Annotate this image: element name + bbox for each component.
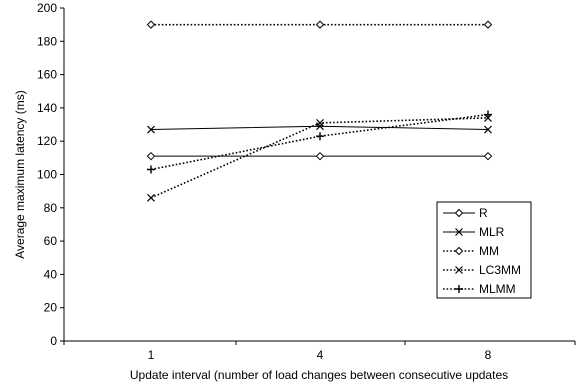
legend-label-r: R [479, 206, 488, 220]
x-tick-label: 8 [485, 348, 492, 362]
legend-box [436, 201, 532, 299]
x-tick-label: 1 [148, 348, 155, 362]
legend-marker-lc3mm [455, 266, 463, 274]
y-tick-label: 60 [44, 234, 58, 248]
data-point-mlmm [147, 165, 155, 174]
y-tick-label: 200 [37, 1, 57, 15]
y-tick-label: 20 [44, 301, 58, 315]
series-mm [146, 20, 493, 29]
y-tick-label: 140 [37, 101, 57, 115]
data-point-lc3mm [316, 118, 324, 127]
y-tick-label: 40 [44, 267, 58, 281]
series-mlr [147, 122, 492, 134]
y-axis-label: Average maximum latency (ms) [13, 90, 27, 259]
legend-marker-mm [454, 246, 464, 256]
legend-label-mlmm: MLMM [479, 282, 516, 296]
legend-label-mlr: MLR [479, 225, 505, 239]
x-tick-label: 4 [317, 348, 324, 362]
y-tick-label: 180 [37, 34, 57, 48]
data-point-mlr [316, 122, 324, 131]
data-point-r [483, 151, 493, 161]
data-point-r [315, 151, 325, 161]
data-point-mlr [147, 125, 155, 134]
legend-marker-mlr [455, 228, 463, 236]
y-tick-label: 120 [37, 134, 57, 148]
legend-marker-r [454, 208, 464, 218]
y-tick-label: 0 [50, 334, 57, 348]
data-point-r [146, 151, 156, 161]
series-group [146, 20, 493, 202]
data-point-mm [146, 20, 156, 29]
series-r [146, 151, 493, 161]
x-axis-label: Update interval (number of load changes … [130, 368, 508, 382]
y-tick-label: 100 [37, 168, 57, 182]
legend: R MLR MM LC3MM MLMM [436, 201, 532, 299]
data-point-mm [483, 20, 493, 29]
data-point-mm [315, 20, 325, 29]
x-axis-ticks: 1 4 8 [63, 341, 576, 362]
legend-label-lc3mm: LC3MM [479, 263, 521, 277]
y-tick-label: 80 [44, 201, 58, 215]
legend-marker-mlmm [455, 285, 463, 293]
data-point-mlr [484, 125, 492, 134]
legend-label-mm: MM [479, 244, 499, 258]
data-point-lc3mm [147, 193, 155, 202]
y-tick-label: 160 [37, 68, 57, 82]
series-line-mlmm [150, 113, 489, 171]
data-point-mlmm [484, 110, 492, 119]
data-point-mlmm [316, 132, 324, 141]
y-axis-ticks: 0 20 40 60 80 100 120 140 160 180 200 [37, 1, 64, 348]
series-mlmm [147, 110, 492, 174]
